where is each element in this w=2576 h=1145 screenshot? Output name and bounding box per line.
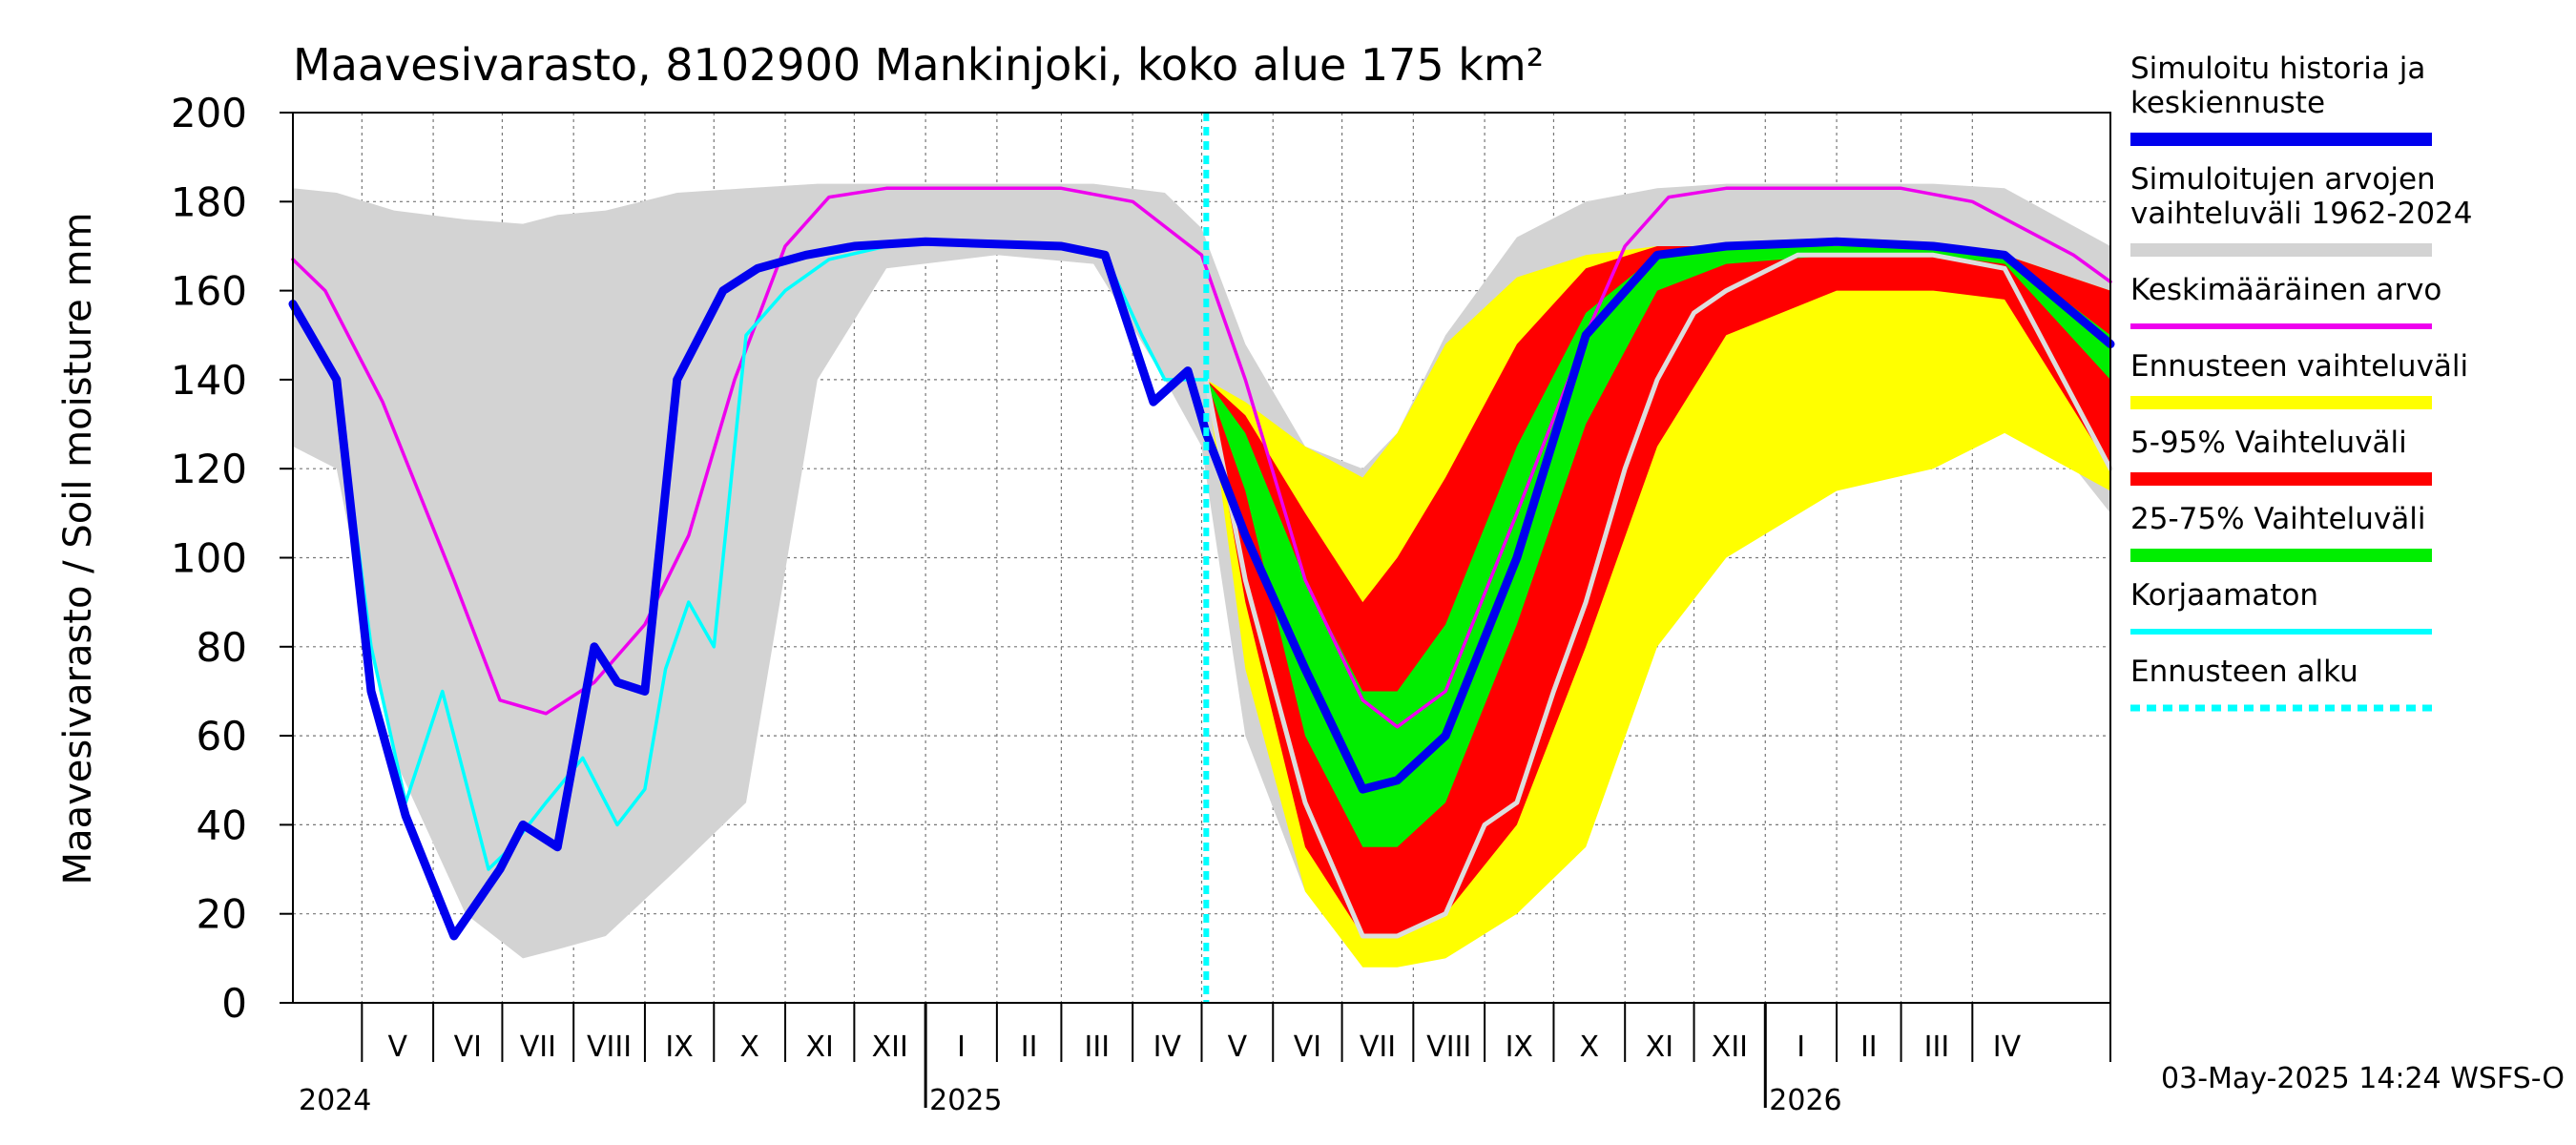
month-label: VIII xyxy=(587,1030,632,1064)
month-label: III xyxy=(1924,1030,1950,1064)
legend-label-7: Ennusteen alku xyxy=(2130,655,2358,689)
month-label: IV xyxy=(1153,1030,1182,1064)
month-label: VI xyxy=(1294,1030,1321,1064)
month-label: V xyxy=(387,1030,407,1064)
month-label: VI xyxy=(454,1030,482,1064)
month-label: X xyxy=(739,1030,759,1064)
legend-label-0: Simuloitu historia ja xyxy=(2130,52,2425,86)
y-axis-label: Maavesivarasto / Soil moisture mm xyxy=(56,213,100,885)
month-label: II xyxy=(1860,1030,1878,1064)
y-tick-label: 80 xyxy=(197,624,247,671)
simulated-history-line xyxy=(288,237,2115,941)
legend-label-1: vaihteluväli 1962-2024 xyxy=(2130,197,2472,231)
y-tick-label: 180 xyxy=(171,178,247,225)
chart-title: Maavesivarasto, 8102900 Mankinjoki, koko… xyxy=(293,39,1544,91)
y-tick-label: 40 xyxy=(197,802,247,848)
legend-label-6: Korjaamaton xyxy=(2130,578,2318,613)
y-tick-label: 60 xyxy=(197,713,247,760)
month-label: II xyxy=(1021,1030,1038,1064)
month-label: IX xyxy=(1506,1030,1533,1064)
month-label: VIII xyxy=(1426,1030,1471,1064)
y-tick-label: 200 xyxy=(171,90,247,136)
month-label: IV xyxy=(1993,1030,2022,1064)
month-label: XII xyxy=(872,1030,908,1064)
month-label: I xyxy=(957,1030,966,1064)
mean-line xyxy=(291,186,2112,729)
footer-timestamp: 03-May-2025 14:24 WSFS-O xyxy=(2161,1062,2565,1095)
y-tick-label: 0 xyxy=(221,980,247,1027)
year-label: 2024 xyxy=(299,1084,371,1117)
legend-label-4: 5-95% Vaihteluväli xyxy=(2130,426,2407,460)
year-label: 2026 xyxy=(1769,1084,1841,1117)
legend-label-5: 25-75% Vaihteluväli xyxy=(2130,502,2426,536)
month-label: IX xyxy=(665,1030,693,1064)
month-label: I xyxy=(1797,1030,1805,1064)
forecast-25-75-band xyxy=(1206,246,2110,847)
legend-label-3: Ennusteen vaihteluväli xyxy=(2130,349,2468,384)
series-layer xyxy=(288,113,2115,1003)
y-tick-label: 140 xyxy=(171,357,247,404)
month-label: X xyxy=(1580,1030,1600,1064)
month-label: VII xyxy=(1360,1030,1396,1064)
forecast-low-member-line xyxy=(1203,252,2113,939)
y-tick-label: 20 xyxy=(197,891,247,938)
y-tick-label: 160 xyxy=(171,268,247,315)
month-label: III xyxy=(1085,1030,1111,1064)
month-label: V xyxy=(1228,1030,1248,1064)
plot-frame xyxy=(292,112,2111,1004)
y-tick-label: 100 xyxy=(171,535,247,582)
year-label: 2025 xyxy=(929,1084,1002,1117)
month-label: XI xyxy=(1646,1030,1673,1064)
month-label: XII xyxy=(1712,1030,1748,1064)
month-label: XI xyxy=(806,1030,834,1064)
legend-label-1: Simuloitujen arvojen xyxy=(2130,162,2436,197)
month-label: VII xyxy=(520,1030,556,1064)
legend-label-0: keskiennuste xyxy=(2130,86,2325,120)
y-tick-label: 120 xyxy=(171,446,247,492)
legend-label-2: Keskimääräinen arvo xyxy=(2130,273,2441,307)
historical-range-band xyxy=(293,183,2110,959)
